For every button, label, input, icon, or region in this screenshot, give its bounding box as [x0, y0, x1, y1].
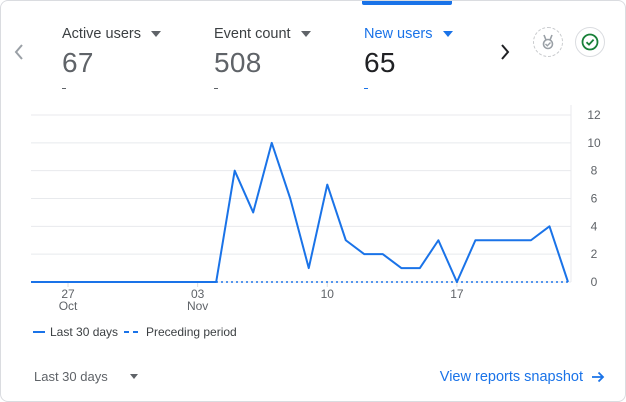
- view-reports-snapshot-link[interactable]: View reports snapshot: [440, 369, 605, 385]
- legend-item-current: Last 30 days: [33, 325, 118, 339]
- metric-value: 67: [62, 47, 94, 78]
- caret-down-icon: [150, 31, 161, 37]
- solid-line-swatch: [33, 331, 45, 333]
- metric-label-wrap: Event count: [214, 26, 311, 42]
- metric-underline: [62, 88, 66, 89]
- metric-label: Event count: [214, 26, 291, 42]
- x-tick-day: 17: [450, 287, 464, 301]
- legend-label: Last 30 days: [50, 325, 119, 339]
- y-tick-label: 6: [591, 192, 598, 206]
- link-label: View reports snapshot: [439, 369, 583, 385]
- date-range-label: Last 30 days: [34, 369, 108, 384]
- metric-underline: [364, 88, 368, 89]
- x-tick-day: 27: [61, 287, 75, 301]
- arrow-right-icon: [592, 371, 605, 383]
- chevron-left-icon[interactable]: [9, 39, 29, 65]
- caret-down-icon: [300, 31, 311, 37]
- metric-underline: [214, 88, 218, 89]
- metric-value: 65: [364, 47, 396, 78]
- legend-item-previous: Preceding period: [124, 325, 237, 339]
- insights-badge-icon[interactable]: [533, 27, 563, 57]
- legend-label: Preceding period: [146, 325, 237, 339]
- y-tick-label: 8: [591, 164, 598, 178]
- y-tick-label: 10: [587, 136, 601, 150]
- y-tick-label: 2: [591, 247, 598, 261]
- metric-label-wrap: Active users: [62, 26, 161, 42]
- x-tick-month: Oct: [59, 299, 78, 313]
- metric-value: 508: [214, 47, 262, 78]
- check-circle-icon[interactable]: [575, 27, 605, 57]
- y-tick-label: 0: [591, 275, 598, 289]
- metric-label-wrap: New users: [364, 26, 453, 42]
- caret-down-icon: [442, 31, 453, 37]
- metric-label: Active users: [62, 26, 141, 42]
- y-tick-label: 4: [591, 219, 598, 233]
- metric-event-count[interactable]: Event count 508: [214, 1, 334, 101]
- caret-down-icon: [129, 374, 138, 379]
- selected-indicator: [362, 1, 452, 5]
- x-tick-day: 03: [191, 287, 205, 301]
- series-line-last-30-days: [31, 141, 569, 283]
- y-tick-label: 12: [587, 108, 601, 122]
- metric-active-users[interactable]: Active users 67: [62, 1, 182, 101]
- chevron-right-icon[interactable]: [495, 39, 515, 65]
- date-range-dropdown[interactable]: Last 30 days: [34, 369, 138, 384]
- metric-new-users[interactable]: New users 65: [362, 1, 474, 101]
- x-tick-month: Nov: [187, 299, 208, 313]
- x-tick-day: 10: [321, 287, 335, 301]
- dashed-line-swatch: [124, 331, 138, 333]
- metric-label: New users: [364, 26, 433, 42]
